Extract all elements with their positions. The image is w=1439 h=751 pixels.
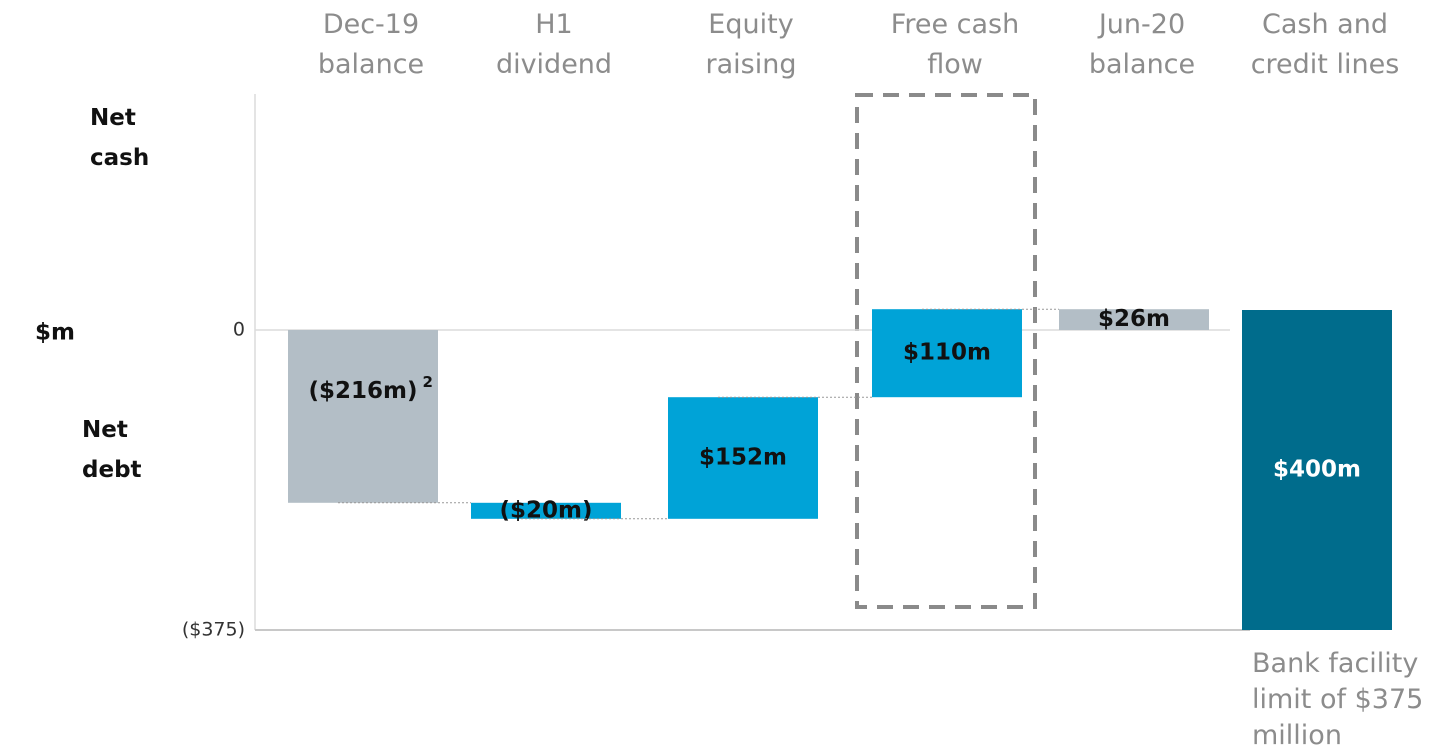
y-tick-label: ($375) [182, 619, 245, 641]
value-label: $110m [903, 340, 991, 366]
annotation: Bank facility limit of $375 million [1252, 648, 1423, 751]
bar [1242, 310, 1392, 630]
y-tick-label: 0 [233, 319, 245, 341]
x-tick-label: H1 dividend [496, 9, 612, 80]
highlight-box [855, 93, 1037, 609]
bar [471, 502, 621, 519]
footnote-marker: 2 [423, 373, 433, 391]
value-label: $26m [1098, 306, 1170, 332]
net-cash-label: Net cash [90, 105, 149, 171]
value-label: $400m [1273, 457, 1361, 483]
bar [872, 309, 1022, 398]
net-debt-label: Net debt [82, 417, 142, 483]
value-label: $152m [699, 445, 787, 471]
x-tick-label: Dec-19 balance [318, 9, 424, 80]
value-label: ($20m) [500, 497, 593, 523]
bar [1059, 309, 1209, 330]
value-label: ($216m) [308, 378, 417, 404]
x-tick-label: Jun-20 balance [1089, 9, 1195, 80]
x-tick-label: Cash and credit lines [1251, 9, 1400, 80]
bar [288, 330, 438, 503]
bar [668, 397, 818, 519]
x-tick-label: Equity raising [706, 9, 797, 80]
x-tick-label: Free cash flow [891, 9, 1019, 80]
y-axis-label: $m [35, 320, 75, 346]
